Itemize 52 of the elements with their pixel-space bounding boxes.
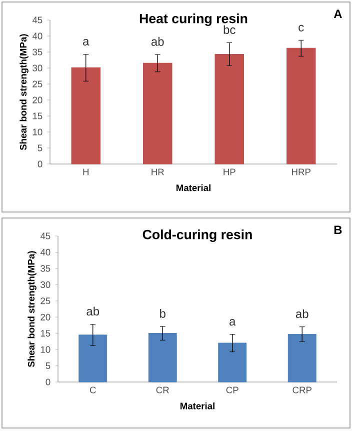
y-tick-label: 45 [32,16,42,24]
x-tick-label: CP [226,386,238,394]
y-tick-label: 20 [40,314,50,320]
text: A [334,10,342,18]
x-tick-label: C [90,386,96,394]
y-tick-label: 10 [32,128,42,136]
y-axis-title: Shear bond strength(MPa) [20,34,28,150]
x-tick-label: HR [152,168,164,176]
x-tick-label: HRP [292,168,310,176]
bar [214,54,244,164]
y-tick-label: 0 [38,160,42,168]
y-tick-label: 10 [40,346,50,353]
y-tick-label: 20 [32,96,42,104]
annotation: ab [151,37,164,46]
x-tick-label: H [83,168,88,176]
x-tick-label: HP [224,168,236,176]
annotation: a [230,319,236,326]
x-axis-title: Material [176,184,210,192]
annotation: ab [86,306,100,316]
y-tick-label: 30 [32,64,42,72]
y-tick-label: 0 [46,378,50,386]
x-axis-title: Material [180,402,214,410]
y-tick-label: 5 [46,362,50,370]
bar [148,333,177,382]
bar [218,342,247,382]
x-tick-label: CRP [292,386,312,394]
y-tick-label: 15 [32,112,42,120]
chart-title: Cold-curing resin [142,229,252,242]
y-tick-label: 40 [32,32,42,40]
y-tick-label: 30 [40,281,50,288]
y-tick-label: 15 [40,330,50,337]
bar [142,62,172,164]
annotation: c [298,24,304,32]
x-tick-label: CR [156,386,169,394]
chart-title: Heat curing resin [140,13,248,26]
y-tick-label: 35 [40,265,50,272]
y-axis-title: Shear bond strength(MPa) [28,251,36,368]
bar [78,334,108,382]
y-tick-label: 45 [40,232,50,240]
y-tick-label: 5 [38,144,42,152]
annotation: a [83,38,90,46]
y-tick-label: 35 [32,48,42,56]
bar [288,334,316,382]
y-tick-label: 25 [32,80,42,88]
annotation: b [160,308,166,318]
annotation: bc [224,25,236,34]
bar [71,67,100,164]
y-tick-label: 25 [40,298,50,304]
annotation: ab [296,309,308,318]
text: B [334,226,342,234]
y-tick-label: 40 [40,248,50,256]
bar [286,48,316,164]
